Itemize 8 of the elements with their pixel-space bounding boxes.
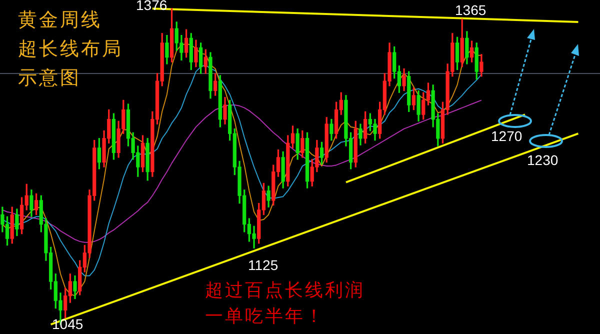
text: 黄金周线超长线布局示意图 — [18, 8, 123, 91]
annotation: 超过百点长线利润一单吃半年！ — [205, 279, 366, 329]
annotation: 1365 — [455, 2, 486, 18]
annotation: 1125 — [248, 257, 278, 273]
annotation: 1230 — [527, 152, 558, 168]
annotation: 1376 — [136, 0, 168, 13]
annotation: 1270 — [491, 128, 522, 144]
annotation: 1045 — [52, 316, 84, 332]
